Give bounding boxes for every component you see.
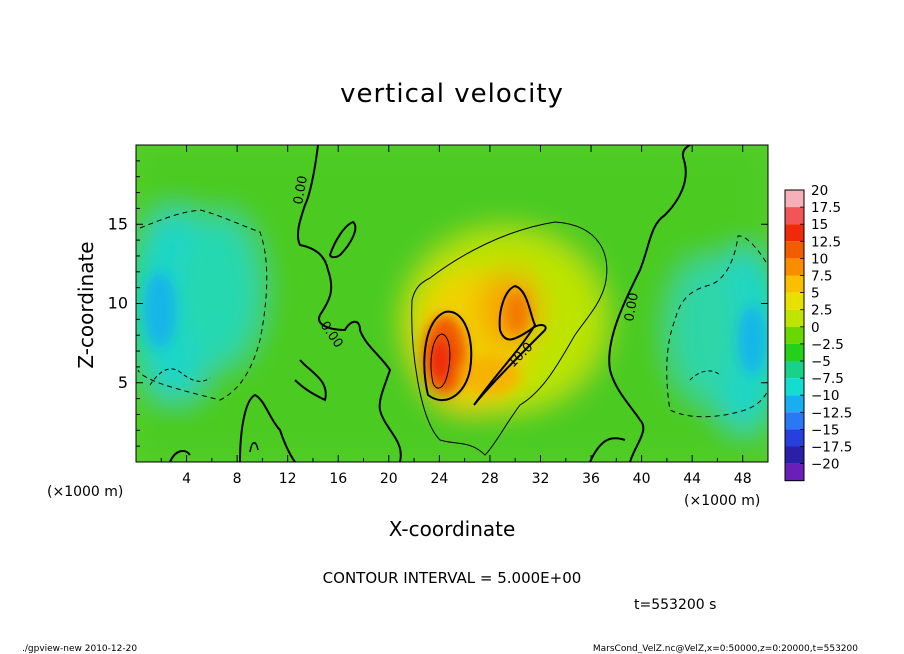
x-axis: 4 8 12 16 20 24 28 32 36 40 44 48 (160, 145, 752, 487)
footer-left: ./gpview-new 2010-12-20 (22, 644, 137, 654)
field-shading (136, 145, 768, 462)
colorbar-swatch (785, 190, 804, 208)
colorbar-swatch (785, 378, 804, 396)
x-tick-label: 36 (582, 471, 600, 487)
y-axis: 5 10 15 (108, 160, 768, 447)
colorbar-label: −15 (811, 422, 840, 438)
colorbar-label: 20 (811, 183, 828, 199)
colorbar-swatch (785, 361, 804, 379)
contour-lines (137, 145, 768, 462)
colorbar-swatch (785, 241, 804, 259)
y-tick-label: 10 (108, 294, 128, 313)
x-tick-label: 40 (633, 471, 651, 487)
colorbar-label: −10 (811, 388, 840, 404)
colorbar-label: 17.5 (811, 200, 841, 216)
x-tick-label: 32 (532, 471, 550, 487)
colorbar-swatch (785, 429, 804, 447)
colorbar-label: −20 (811, 457, 840, 473)
colorbar-swatch (785, 326, 804, 344)
colorbar-label: 15 (811, 217, 828, 233)
x-tick-label: 24 (430, 471, 448, 487)
chart-title: vertical velocity (340, 79, 564, 109)
plot-area (136, 145, 768, 462)
x-unit-right: (×1000 m) (684, 493, 760, 509)
colorbar-swatch (785, 309, 804, 327)
colorbar-label: 12.5 (811, 234, 841, 250)
colorbar-label: 0 (811, 320, 820, 336)
colorbar-label: −2.5 (811, 337, 844, 353)
time-label: t=553200 s (634, 597, 716, 613)
colorbar-label: −5 (811, 354, 831, 370)
field-cores (144, 272, 766, 395)
y-tick-label: 15 (108, 214, 128, 233)
colorbar-label: 5 (811, 286, 820, 302)
colorbar-swatch (785, 258, 804, 276)
colorbar-swatch (785, 343, 804, 361)
x-tick-label: 48 (734, 471, 752, 487)
footer-right: MarsCond_VelZ.nc@VelZ,x=0:50000,z=0:2000… (593, 644, 858, 654)
colorbar-label: −7.5 (811, 371, 844, 387)
x-tick-label: 20 (380, 471, 398, 487)
x-tick-label: 44 (683, 471, 701, 487)
x-tick-label: 16 (329, 471, 347, 487)
contour-label: 0.00 (291, 175, 311, 206)
colorbar-label: 2.5 (811, 303, 832, 319)
x-unit-left: (×1000 m) (47, 484, 123, 500)
contour-interval: CONTOUR INTERVAL = 5.000E+00 (323, 569, 582, 587)
x-tick-label: 28 (481, 471, 499, 487)
colorbar-swatch (785, 292, 804, 310)
colorbar-label: 7.5 (811, 269, 832, 285)
x-tick-label: 4 (182, 471, 191, 487)
y-axis-label: Z-coordinate (74, 241, 98, 368)
x-tick-label: 12 (279, 471, 297, 487)
colorbar-label: −12.5 (811, 405, 852, 421)
y-tick-label: 5 (118, 373, 128, 392)
colorbar-label: 10 (811, 251, 828, 267)
contour-label: 0.00 (622, 292, 642, 323)
colorbar-swatch (785, 224, 804, 242)
x-tick-label: 8 (233, 471, 242, 487)
colorbar-frame (784, 189, 805, 482)
colorbar-swatch (785, 395, 804, 413)
colorbar-swatch (785, 446, 804, 464)
x-axis-label: X-coordinate (389, 517, 516, 541)
colorbar-swatch (785, 412, 804, 430)
colorbar-label: −17.5 (811, 440, 852, 456)
colorbar-swatch (785, 207, 804, 225)
colorbar-swatch (785, 463, 804, 481)
colorbar-swatch (785, 275, 804, 293)
